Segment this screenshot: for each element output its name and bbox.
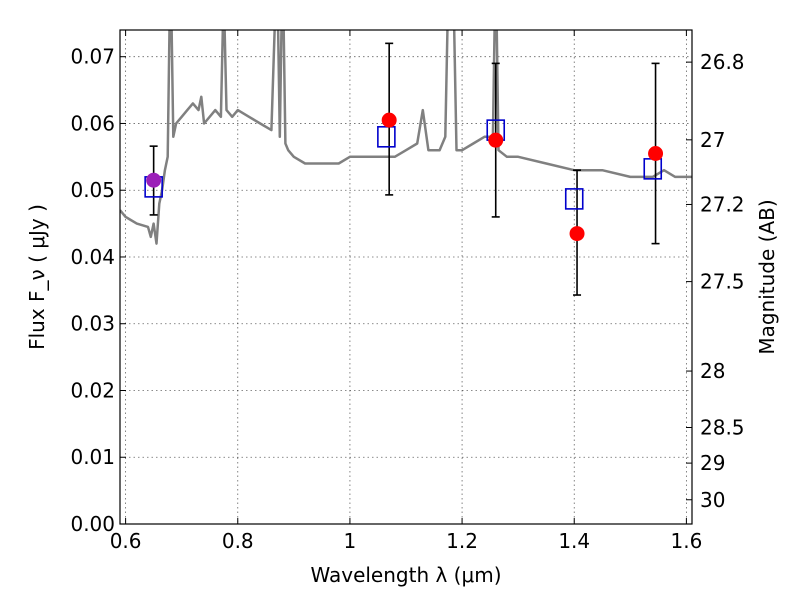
- x-tick-label: 1.6: [670, 529, 702, 553]
- observed-point: [381, 112, 397, 128]
- tick-labels: 0.6 0.8 1 1.2 1.4 1.6 0.00 0.01 0.02 0.03 0.04 0.05…: [70, 45, 744, 553]
- right-axis-title: Magnitude (AB): [755, 199, 779, 354]
- y-tick-label: 0.01: [70, 445, 115, 469]
- y-tick-label: 0.00: [70, 512, 115, 536]
- mag-tick-label: 27.5: [700, 270, 745, 294]
- x-axis-title: Wavelength λ (μm): [310, 563, 501, 587]
- x-tick-label: 1.4: [558, 529, 590, 553]
- mag-tick-label: 30: [700, 488, 725, 512]
- mag-tick-label: 28.5: [700, 416, 745, 440]
- x-tick-label: 0.8: [222, 529, 254, 553]
- observed-points: [146, 112, 664, 242]
- model-band-square: [377, 126, 396, 148]
- y-tick-label: 0.04: [70, 245, 115, 269]
- x-tick-label: 1: [344, 529, 357, 553]
- y-tick-label: 0.02: [70, 378, 115, 402]
- model-band-markers: [144, 119, 663, 210]
- y-tick-label: 0.03: [70, 312, 115, 336]
- y-tick-label: 0.06: [70, 111, 115, 135]
- mag-tick-label: 29: [700, 451, 725, 475]
- mag-tick-label: 26.8: [700, 50, 745, 74]
- y-tick-label: 0.07: [70, 45, 115, 69]
- x-tick-label: 0.6: [110, 529, 142, 553]
- grid-lines: [120, 30, 692, 525]
- mag-tick-label: 27: [700, 128, 725, 152]
- observed-point: [146, 172, 162, 188]
- mag-tick-label: 28: [700, 359, 725, 383]
- observed-point: [488, 132, 504, 148]
- observed-point: [648, 146, 664, 161]
- y-tick-label: 0.05: [70, 178, 115, 202]
- model-band-square: [564, 188, 584, 210]
- axis-ticks: [120, 30, 692, 525]
- plot-frame: [119, 29, 693, 525]
- x-tick-label: 1.2: [446, 529, 478, 553]
- model-spectrum-line: [120, 30, 692, 245]
- observed-point: [569, 226, 585, 242]
- y-axis-title: Flux F_ν ( μJy ): [25, 204, 49, 350]
- mag-tick-label: 27.2: [700, 192, 745, 216]
- model-spectrum-layer: [120, 30, 692, 245]
